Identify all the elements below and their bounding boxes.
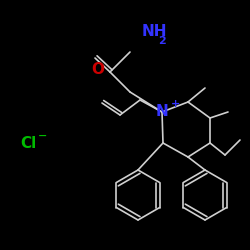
Text: +: + [170,99,179,109]
Text: Cl: Cl [20,136,36,150]
Text: NH: NH [142,24,168,40]
Text: O: O [92,62,104,78]
Text: 2: 2 [158,36,166,46]
Text: −: − [38,131,48,141]
Text: N: N [156,104,168,120]
